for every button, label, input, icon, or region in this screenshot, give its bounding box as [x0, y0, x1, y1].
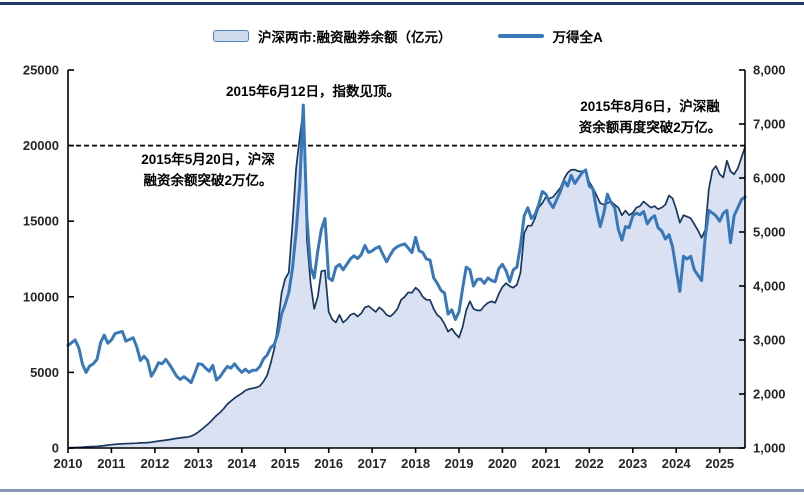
legend-item-wind-all-a: 万得全A	[497, 26, 603, 46]
right-axis-label: 6,000	[753, 171, 786, 186]
line-swatch-icon	[497, 34, 544, 38]
annotation-index-peak: 2015年6月12日，指数见顶。	[225, 84, 401, 99]
right-axis-label: 1,000	[753, 441, 786, 456]
bottom-divider	[0, 489, 804, 492]
x-axis-label: 2011	[97, 456, 125, 471]
x-axis-label: 2012	[140, 456, 169, 471]
right-axis-label: 8,000	[753, 63, 786, 78]
x-axis-label: 2018	[401, 456, 430, 471]
left-axis-label: 5000	[30, 365, 59, 380]
left-axis-label: 25000	[23, 63, 59, 78]
annotation-margin-break-2t-again: 2015年8月6日，沪深融 资余额再度突破2万亿。	[578, 99, 722, 135]
margin-balance-area	[68, 109, 745, 449]
x-axis-label: 2020	[488, 456, 517, 471]
area-swatch-icon	[213, 30, 249, 42]
wind-all-a-line	[66, 103, 747, 385]
right-axis-label: 2,000	[753, 387, 786, 402]
x-axis-label: 2010	[54, 456, 83, 471]
right-axis-label: 7,000	[753, 117, 786, 132]
legend-item-margin-balance: 沪深两市:融资融券余额（亿元）	[213, 26, 452, 46]
x-axis-label: 2013	[184, 456, 213, 471]
margin-balance-outline	[67, 108, 746, 449]
x-axis-label: 2016	[314, 456, 343, 471]
left-axis-label: 0	[52, 441, 59, 456]
x-axis-label: 2017	[358, 456, 387, 471]
right-axis-label: 4,000	[753, 279, 786, 294]
x-axis-label: 2014	[227, 456, 257, 471]
left-axis-label: 15000	[23, 214, 59, 229]
chart-legend: 沪深两市:融资融券余额（亿元） 万得全A	[213, 26, 603, 46]
left-axis-label: 20000	[23, 138, 59, 153]
x-axis-label: 2015	[271, 456, 300, 471]
top-divider	[0, 2, 804, 5]
left-axis-label: 10000	[23, 289, 59, 304]
x-axis-label: 2025	[705, 456, 734, 471]
x-axis-label: 2024	[662, 456, 692, 471]
x-axis-label: 2023	[618, 456, 647, 471]
x-axis-label: 2021	[531, 456, 560, 471]
x-axis-label: 2022	[575, 456, 604, 471]
x-axis-label: 2019	[445, 456, 474, 471]
legend-label-wind-all-a: 万得全A	[552, 30, 603, 45]
right-axis-label: 5,000	[753, 225, 786, 240]
annotation-margin-break-2t-2015: 2015年5月20日，沪深 融资余额突破2万亿。	[141, 152, 275, 188]
legend-label-margin-balance: 沪深两市:融资融券余额（亿元）	[258, 30, 452, 45]
right-axis-label: 3,000	[753, 333, 786, 348]
